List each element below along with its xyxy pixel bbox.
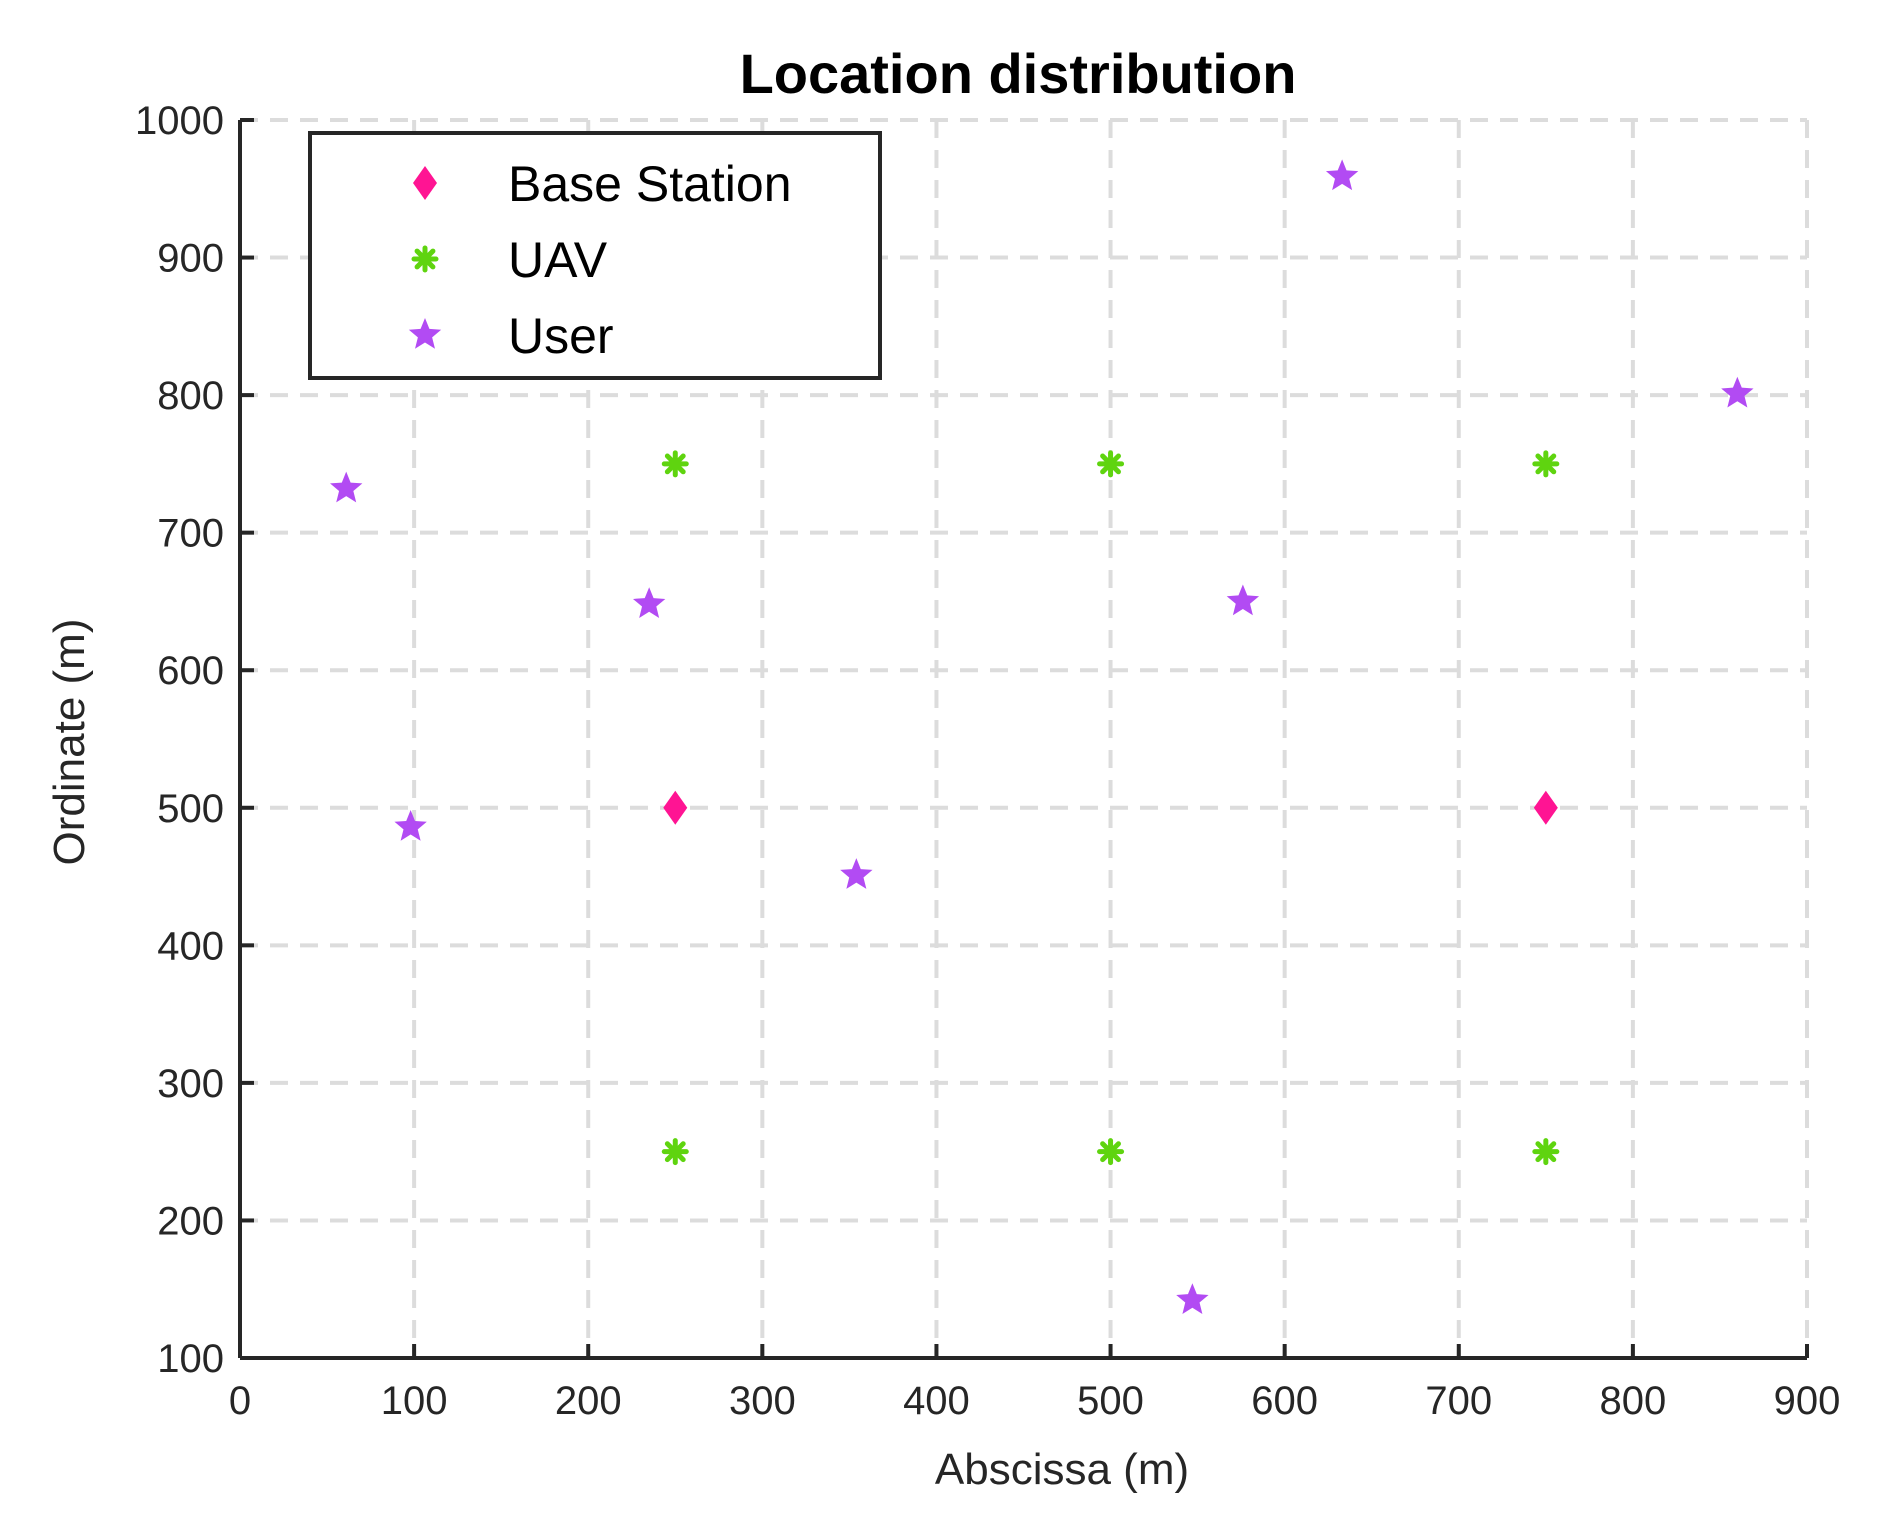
legend-label-user: User (508, 308, 614, 364)
user-point (632, 587, 666, 618)
legend-label-base-station: Base Station (508, 156, 792, 212)
data-points (330, 159, 1754, 1314)
uav-point (661, 1138, 689, 1166)
y-axis-label: Ordinate (m) (45, 619, 94, 866)
y-tick-label: 500 (157, 787, 224, 831)
user-point (1721, 376, 1754, 408)
y-tick-label: 400 (157, 924, 224, 968)
user-point (840, 858, 873, 889)
x-tick-label: 900 (1774, 1379, 1841, 1423)
uav-point (1097, 450, 1125, 478)
x-tick-label: 100 (381, 1379, 448, 1423)
y-tick-label: 100 (157, 1337, 224, 1381)
y-tick-label: 300 (157, 1062, 224, 1106)
y-tick-label: 700 (157, 512, 224, 556)
y-tick-label: 600 (157, 649, 224, 693)
y-tick-label: 200 (157, 1199, 224, 1243)
y-tick-label: 1000 (135, 99, 224, 143)
x-tick-label: 800 (1600, 1379, 1667, 1423)
y-tick-label: 900 (157, 237, 224, 281)
uav-point (661, 450, 689, 478)
legend-label-uav: UAV (508, 232, 608, 288)
x-tick-label: 300 (729, 1379, 796, 1423)
base-station-point (663, 790, 688, 825)
chart-title: Location distribution (740, 42, 1297, 105)
x-tick-label: 500 (1077, 1379, 1144, 1423)
legend: Base Station UAV User (308, 131, 882, 380)
x-tick-label: 0 (229, 1379, 251, 1423)
y-tick-label: 800 (157, 374, 224, 418)
user-point (394, 810, 427, 841)
legend-marker-user (408, 318, 442, 349)
base-station-point (1533, 790, 1558, 825)
x-tick-label: 600 (1251, 1379, 1318, 1423)
legend-marker-base-station (413, 166, 437, 200)
uav-point (1532, 450, 1560, 478)
uav-point (1097, 1138, 1125, 1166)
x-tick-label: 200 (555, 1379, 622, 1423)
axes: 0 100 200 300 400 500 600 700 800 900100200300400… (135, 99, 1840, 1423)
legend-marker-uav (411, 245, 439, 273)
user-point (1226, 584, 1260, 616)
uav-point (1532, 1138, 1560, 1166)
user-point (1325, 159, 1359, 191)
user-point (1176, 1283, 1209, 1314)
legend-box (308, 131, 882, 380)
x-tick-label: 700 (1425, 1379, 1492, 1423)
x-axis-label: Abscissa (m) (935, 1445, 1189, 1494)
user-point (330, 471, 363, 503)
x-tick-label: 400 (903, 1379, 970, 1423)
